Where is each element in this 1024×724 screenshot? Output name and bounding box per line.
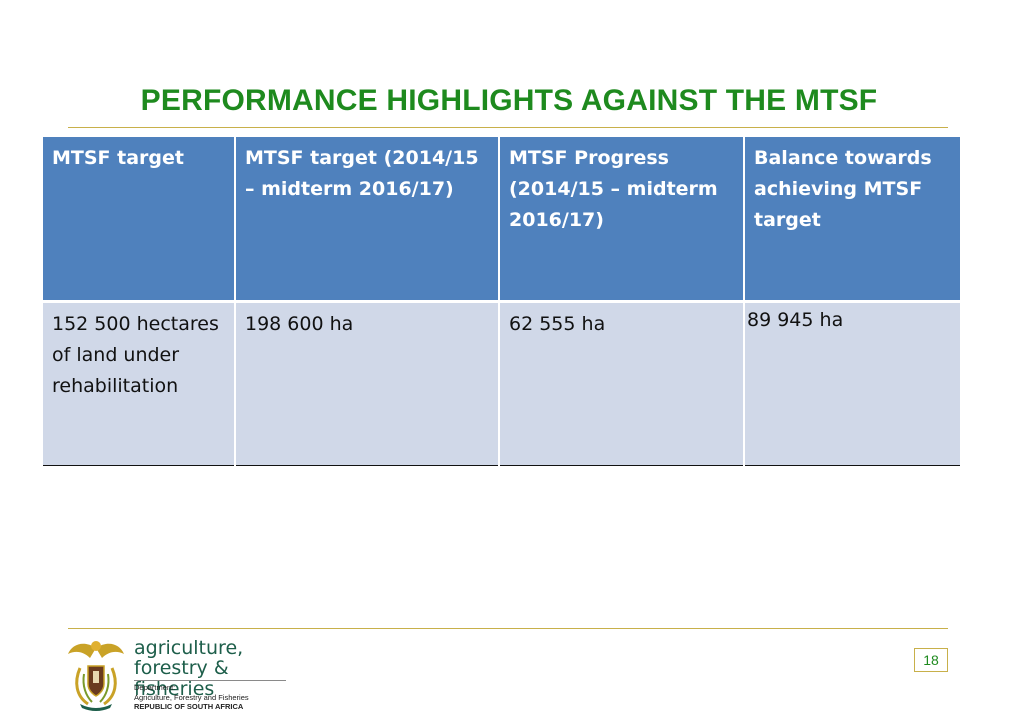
cell-target-period: 198 600 ha	[234, 301, 499, 466]
table-header-row: MTSF target MTSF target (2014/15 – midte…	[43, 137, 960, 303]
header-mtsf-progress: MTSF Progress (2014/15 – midterm 2016/17…	[498, 137, 744, 303]
brand-line-2: forestry & fisheries	[134, 657, 229, 700]
cell-balance: 89 945 ha	[743, 301, 960, 466]
country-name: REPUBLIC OF SOUTH AFRICA	[134, 702, 244, 711]
cell-progress: 62 555 ha	[498, 301, 744, 466]
coat-of-arms-icon	[68, 641, 124, 711]
header-balance: Balance towards achieving MTSF target	[743, 137, 960, 303]
header-mtsf-target-period: MTSF target (2014/15 – midterm 2016/17)	[234, 137, 499, 303]
page-number: 18	[914, 648, 948, 672]
department-logo: agriculture, forestry & fisheries Depart…	[66, 638, 306, 718]
mtsf-table: MTSF target MTSF target (2014/15 – midte…	[43, 137, 960, 466]
header-mtsf-target: MTSF target	[43, 137, 235, 303]
table-row: 152 500 hectares of land under rehabilit…	[43, 301, 960, 466]
footer-divider	[68, 628, 948, 629]
cell-target: 152 500 hectares of land under rehabilit…	[43, 301, 235, 466]
department-label: Department:	[134, 683, 176, 692]
slide-title: PERFORMANCE HIGHLIGHTS AGAINST THE MTSF	[140, 84, 878, 117]
title-divider	[68, 127, 948, 128]
brand-divider	[134, 680, 286, 681]
brand-line-1: agriculture,	[134, 637, 244, 659]
department-name: Agriculture, Forestry and Fisheries	[134, 693, 249, 702]
